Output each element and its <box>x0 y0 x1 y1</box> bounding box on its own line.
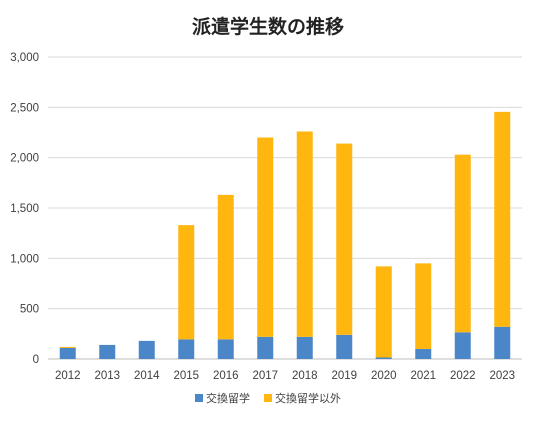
x-tick-label: 2021 <box>410 370 436 382</box>
legend-label: 交換留学以外 <box>275 391 341 405</box>
y-tick-label: 500 <box>20 304 39 316</box>
bar-segment <box>178 225 195 340</box>
legend-swatch <box>195 394 203 402</box>
y-tick-label: 3,000 <box>10 52 39 64</box>
x-tick-label: 2023 <box>489 370 515 382</box>
bar-segment <box>494 326 511 359</box>
x-tick-label: 2022 <box>450 370 476 382</box>
y-axis-ticks: 0 500 1,000 1,500 2,000 2,500 3,000 <box>10 52 39 366</box>
x-tick-label: 2020 <box>371 370 397 382</box>
bar-segment <box>178 339 195 359</box>
bar-segment <box>415 348 432 359</box>
bar-segment <box>59 347 76 359</box>
y-tick-label: 1,000 <box>10 253 39 265</box>
legend-label: 交換留学 <box>206 391 250 405</box>
bar-segment <box>296 336 313 359</box>
x-tick-label: 2016 <box>213 370 239 382</box>
bar-segment <box>375 266 392 358</box>
bar-segment <box>217 339 234 359</box>
bar-segment <box>375 357 392 359</box>
x-tick-label: 2013 <box>94 370 120 382</box>
bar-segment <box>336 334 353 359</box>
x-axis-ticks: 2012 2013 2014 2015 2016 2017 2018 2019 2020 2021… <box>55 370 515 382</box>
gridlines <box>48 56 522 360</box>
y-tick-label: 2,000 <box>10 153 39 165</box>
bar-segment <box>454 332 471 359</box>
y-tick-label: 0 <box>33 354 39 366</box>
x-tick-label: 2018 <box>292 370 318 382</box>
x-tick-label: 2015 <box>173 370 199 382</box>
bar-segment <box>99 344 116 359</box>
bar-segment <box>59 346 76 348</box>
bar-segment <box>217 194 234 340</box>
x-tick-label: 2012 <box>55 370 81 382</box>
chart-title: 派遣学生数の推移 <box>192 15 344 38</box>
x-tick-label: 2017 <box>252 370 278 382</box>
bar-segment <box>494 111 511 327</box>
bar-segment <box>296 131 313 337</box>
bar-segment <box>415 263 432 349</box>
bar-segment <box>138 340 155 359</box>
y-tick-label: 2,500 <box>10 102 39 114</box>
x-tick-label: 2019 <box>331 370 357 382</box>
bar-segment <box>257 336 274 359</box>
legend-swatch <box>264 394 272 402</box>
legend: 交換留学 交換留学以外 <box>195 391 341 405</box>
bars <box>59 111 511 359</box>
bar-segment <box>257 137 274 337</box>
bar-segment <box>336 143 353 335</box>
bar-segment <box>454 154 471 333</box>
x-tick-label: 2014 <box>134 370 160 382</box>
y-tick-label: 1,500 <box>10 203 39 215</box>
